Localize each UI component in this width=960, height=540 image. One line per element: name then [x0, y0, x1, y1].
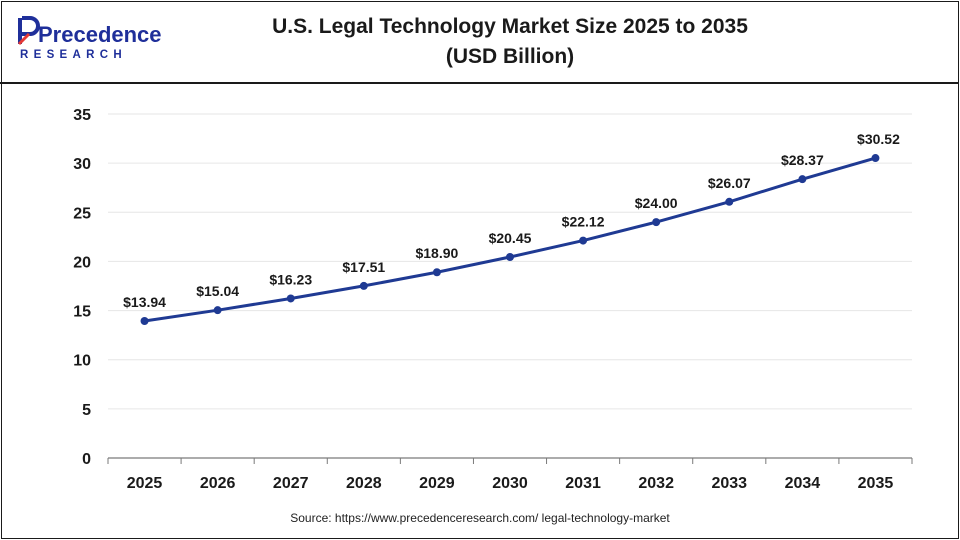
precedence-research-logo: Precedence RESEARCH	[17, 16, 162, 61]
x-tick-label: 2030	[492, 475, 528, 492]
x-tick-label: 2029	[419, 475, 455, 492]
x-tick-label: 2027	[273, 475, 309, 492]
y-tick-label: 25	[73, 205, 91, 222]
data-label: $26.07	[708, 175, 751, 191]
data-label: $28.37	[781, 152, 824, 168]
data-label: $24.00	[635, 195, 678, 211]
x-tick-label: 2034	[785, 475, 821, 492]
data-point	[359, 281, 368, 290]
chart-title: U.S. Legal Technology Market Size 2025 t…	[200, 12, 820, 72]
data-label: $20.45	[489, 230, 532, 246]
x-tick-label: 2025	[127, 475, 163, 492]
data-point	[213, 306, 222, 315]
data-point	[798, 175, 807, 184]
data-point	[652, 218, 661, 227]
chart-title-line2: (USD Billion)	[445, 45, 575, 68]
y-tick-label: 5	[82, 402, 91, 419]
x-tick-label: 2035	[858, 475, 894, 492]
logo-name-line2: RESEARCH	[20, 49, 127, 61]
x-tick-label: 2033	[711, 475, 747, 492]
data-point	[432, 268, 441, 277]
data-label: $15.04	[196, 283, 239, 299]
chart-title-line1: U.S. Legal Technology Market Size 2025 t…	[272, 15, 748, 38]
data-label: $22.12	[562, 214, 605, 230]
data-point	[140, 316, 149, 325]
data-label: $16.23	[269, 271, 312, 287]
data-point	[506, 253, 514, 262]
data-point	[871, 154, 880, 163]
x-tick-label: 2028	[346, 475, 382, 492]
data-label: $30.52	[857, 131, 900, 147]
y-tick-label: 30	[73, 156, 91, 173]
data-label: $18.90	[415, 245, 458, 261]
data-label: $13.94	[123, 294, 166, 310]
logo-name-line1: Precedence	[38, 22, 162, 47]
y-tick-label: 20	[73, 254, 91, 271]
x-tick-label: 2026	[200, 475, 236, 492]
y-tick-label: 10	[73, 353, 91, 370]
data-point	[579, 236, 588, 245]
source-note: Source: https://www.precedenceresearch.c…	[290, 511, 670, 525]
x-tick-label: 2032	[638, 475, 674, 492]
data-label: $17.51	[342, 259, 385, 275]
y-tick-label: 0	[82, 451, 91, 468]
x-tick-label: 2031	[565, 475, 601, 492]
y-tick-label: 35	[73, 107, 91, 124]
header: Precedence RESEARCH U.S. Legal Technolog…	[0, 0, 958, 84]
data-point	[286, 294, 295, 303]
data-point	[725, 197, 734, 206]
y-tick-label: 15	[73, 304, 91, 321]
